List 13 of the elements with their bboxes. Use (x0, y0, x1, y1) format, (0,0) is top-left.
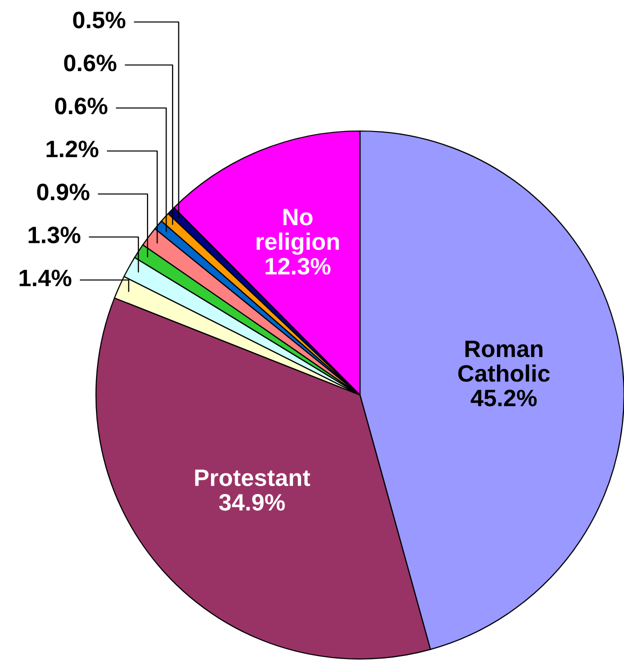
slice-label: Roman Catholic (458, 340, 550, 382)
data-label: 34.9% (219, 494, 285, 511)
data-label: 0.6% (64, 54, 116, 72)
data-label: 1.3% (28, 226, 80, 244)
data-label: 0.5% (73, 12, 126, 28)
data-label: 0.9% (37, 184, 90, 200)
data-label: 1.4% (20, 270, 72, 286)
data-label: 0.6% (55, 98, 108, 114)
slice-label: No religion (256, 208, 339, 255)
data-label: 45.2% (470, 390, 537, 406)
data-label: 1.2% (46, 140, 98, 158)
slice-label: Protestant (195, 470, 310, 486)
data-label: 12.3% (266, 258, 331, 275)
